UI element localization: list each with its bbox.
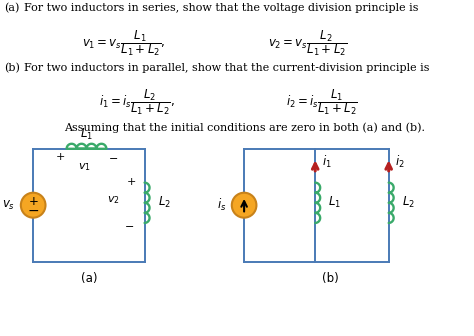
Text: $L_1$: $L_1$ xyxy=(80,126,93,141)
Circle shape xyxy=(21,193,46,218)
Circle shape xyxy=(232,193,256,218)
Text: $L_2$: $L_2$ xyxy=(402,195,415,210)
Text: $i_1$: $i_1$ xyxy=(322,154,332,170)
Text: $i_1 = i_s\dfrac{L_2}{L_1 + L_2},$: $i_1 = i_s\dfrac{L_2}{L_1 + L_2},$ xyxy=(100,87,175,117)
Text: (b): (b) xyxy=(4,64,19,74)
Text: $i_2$: $i_2$ xyxy=(395,154,405,170)
Text: $+$: $+$ xyxy=(55,152,65,163)
Text: $v_1 = v_s\dfrac{L_1}{L_1 + L_2},$: $v_1 = v_s\dfrac{L_1}{L_1 + L_2},$ xyxy=(82,28,165,58)
Text: $-$: $-$ xyxy=(124,220,135,230)
Text: (b): (b) xyxy=(322,272,339,285)
Text: $v_1$: $v_1$ xyxy=(78,161,91,173)
Text: Assuming that the initial conditions are zero in both (a) and (b).: Assuming that the initial conditions are… xyxy=(64,123,425,133)
Text: (a): (a) xyxy=(81,272,97,285)
Text: $L_1$: $L_1$ xyxy=(328,195,341,210)
Text: For two inductors in parallel, show that the current-division principle is: For two inductors in parallel, show that… xyxy=(24,64,429,73)
Text: $-$: $-$ xyxy=(108,152,118,162)
Text: $v_2$: $v_2$ xyxy=(107,195,120,206)
Text: $L_2$: $L_2$ xyxy=(158,195,171,210)
Text: $v_s$: $v_s$ xyxy=(2,199,15,212)
Text: For two inductors in series, show that the voltage division principle is: For two inductors in series, show that t… xyxy=(24,3,418,13)
Text: (a): (a) xyxy=(4,3,19,14)
Text: $i_2 = i_s\dfrac{L_1}{L_1 + L_2}$: $i_2 = i_s\dfrac{L_1}{L_1 + L_2}$ xyxy=(286,87,358,117)
Text: $-$: $-$ xyxy=(27,203,39,216)
Text: $i_s$: $i_s$ xyxy=(217,197,226,213)
Text: $+$: $+$ xyxy=(28,195,38,208)
Text: $+$: $+$ xyxy=(126,176,137,187)
Text: $v_2 = v_s\dfrac{L_2}{L_1 + L_2}$: $v_2 = v_s\dfrac{L_2}{L_1 + L_2}$ xyxy=(268,28,348,58)
